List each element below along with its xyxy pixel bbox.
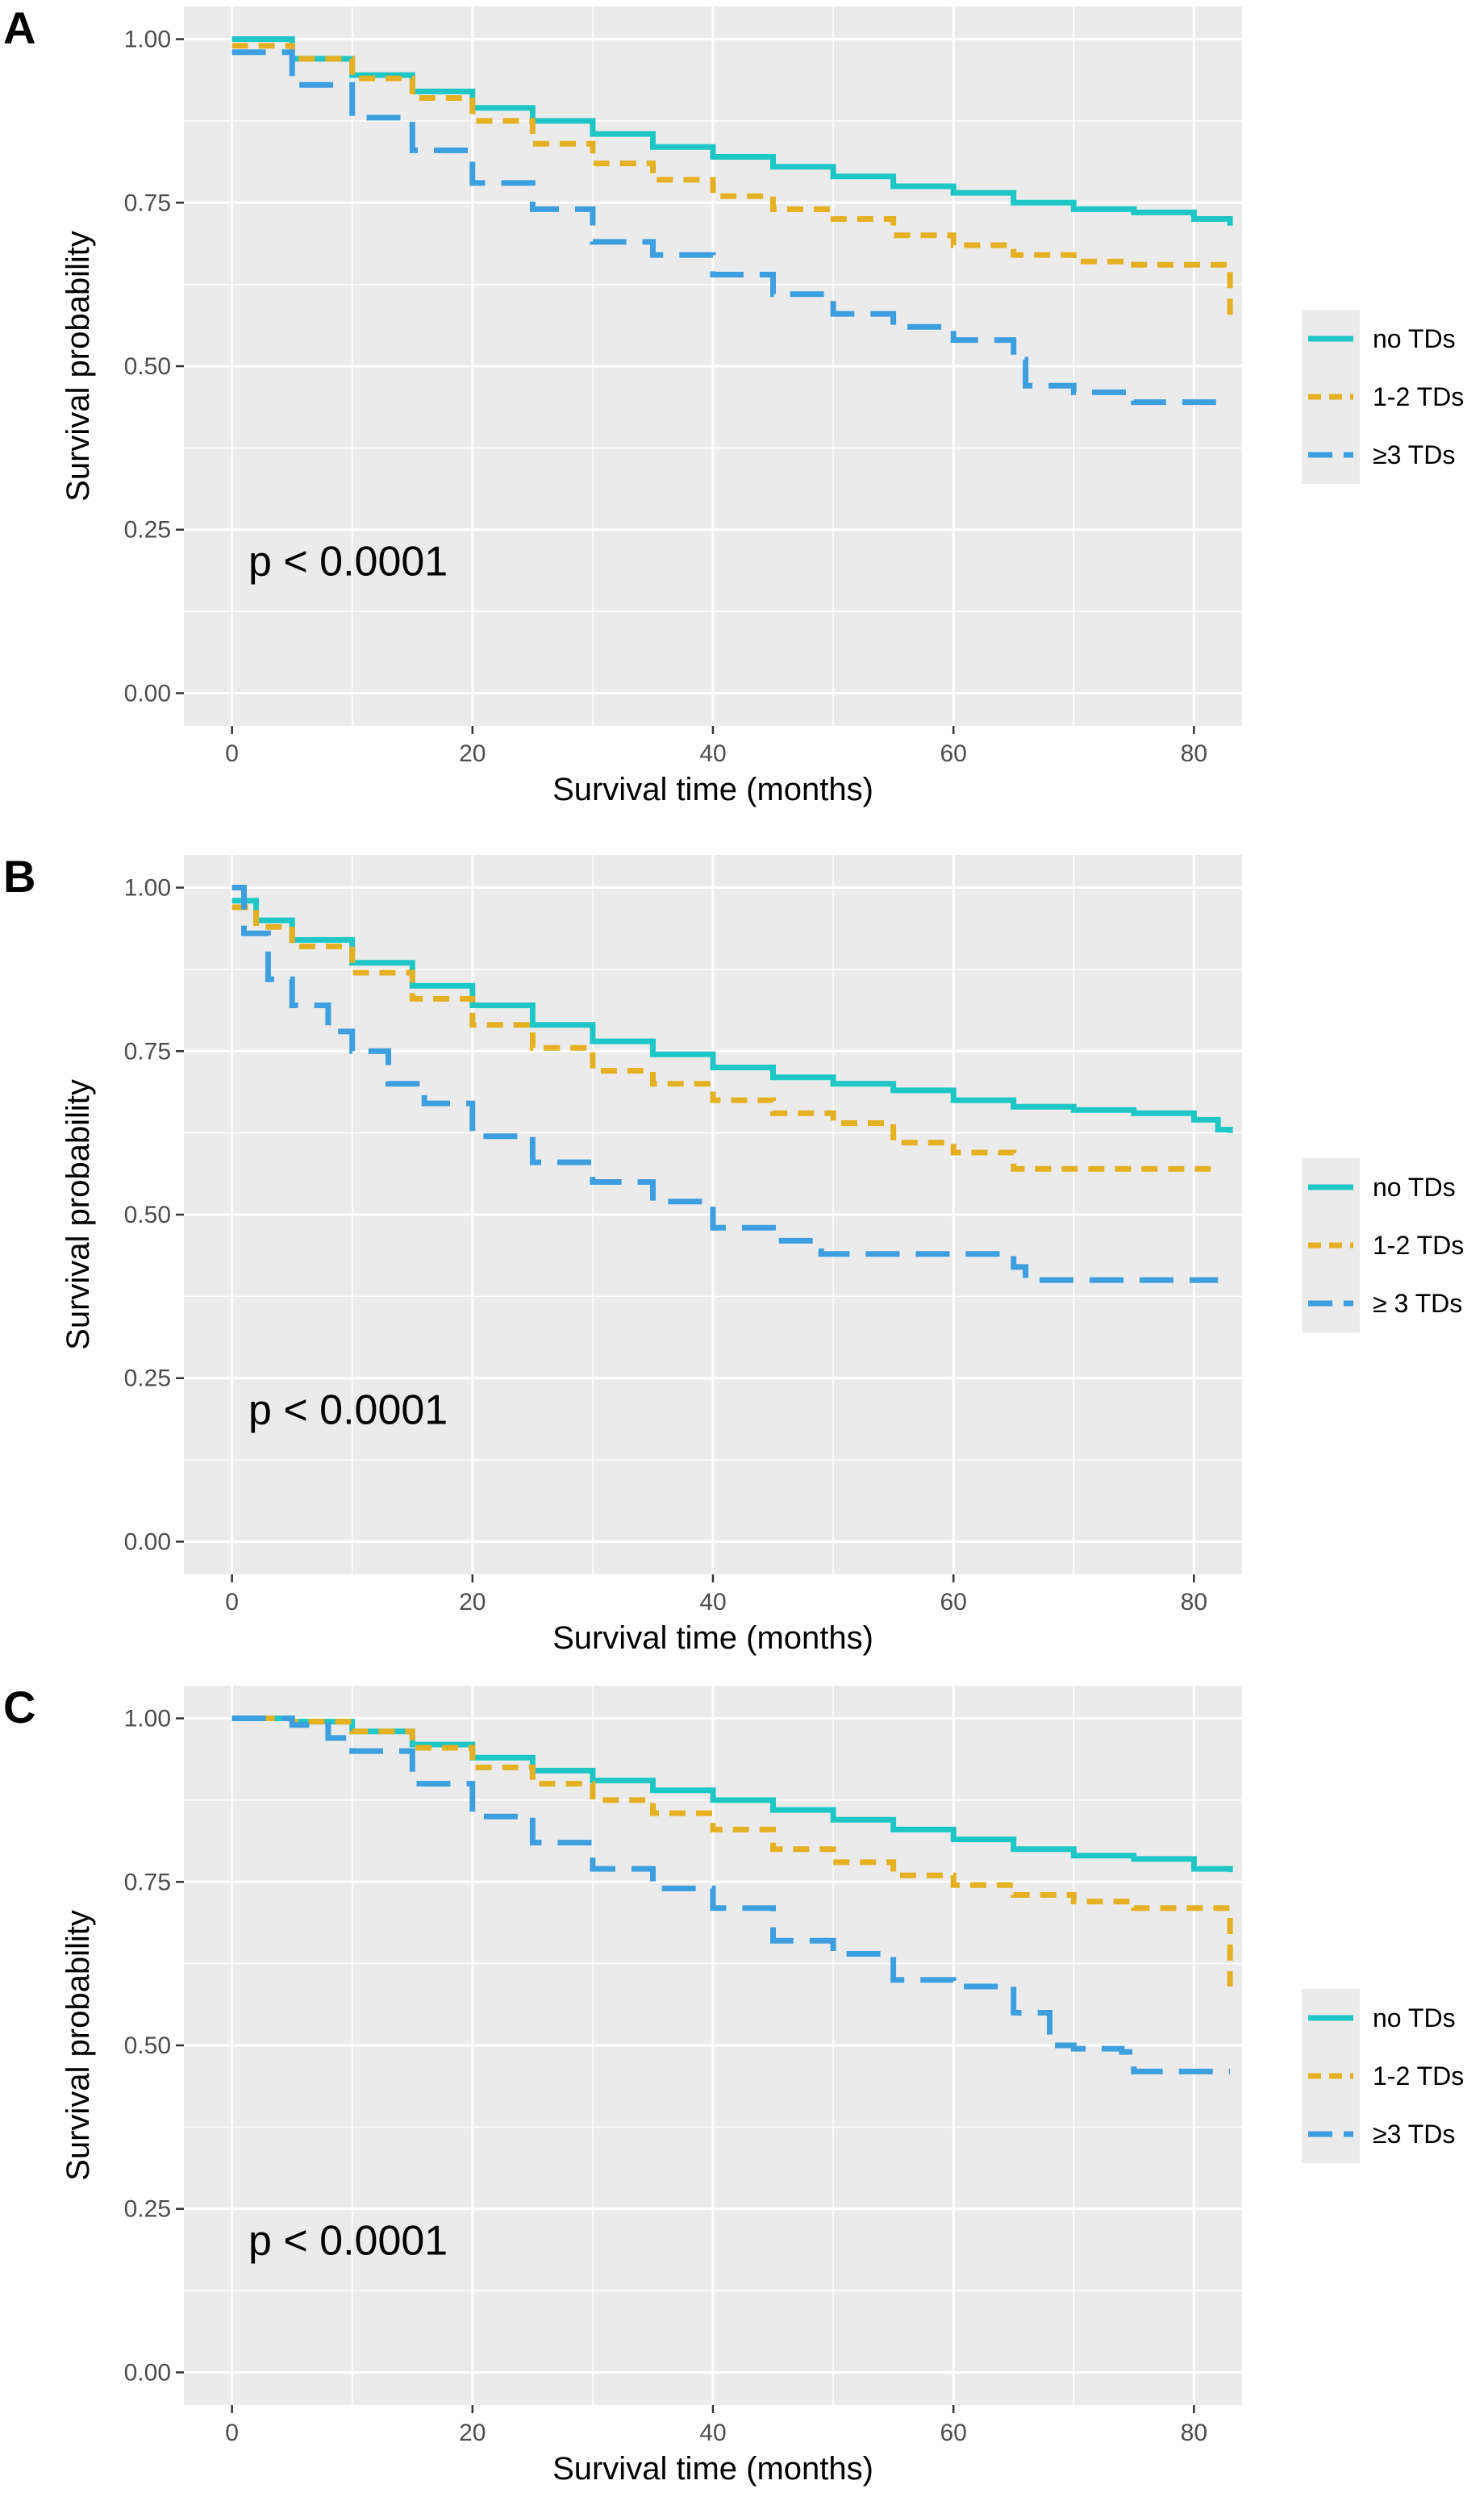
- x-tick-label: 20: [459, 740, 486, 767]
- legend-label-1: no TDs: [1373, 324, 1456, 353]
- x-axis-title: Survival time (months): [552, 1620, 873, 1656]
- panel-label: C: [3, 1682, 35, 1732]
- y-tick-label: 0.25: [124, 1365, 171, 1392]
- y-tick-label: 0.50: [124, 1202, 171, 1228]
- y-tick-label: 1.00: [124, 875, 171, 902]
- legend-label-2: 1-2 TDs: [1373, 2062, 1464, 2091]
- panel-a: 0 20 40 60 80 0.00 0.25 0.50 0.75 1.00 p < 0.0001 S…: [0, 0, 1484, 839]
- y-tick-label: 0.50: [124, 2032, 171, 2059]
- x-tick-label: 0: [225, 2420, 239, 2446]
- chart-c: 0 20 40 60 80 0.00 0.25 0.50 0.75 1.00 p < 0.0001 S…: [3, 1682, 1464, 2487]
- x-tick-label: 0: [225, 740, 239, 767]
- panel-label: B: [3, 851, 35, 902]
- survival-curve-1: [231, 898, 1233, 1133]
- legend-label-2: 1-2 TDs: [1373, 1231, 1464, 1260]
- legend-label-3: ≥ 3 TDs: [1373, 1289, 1462, 1318]
- panel-b: 0 20 40 60 80 0.00 0.25 0.50 0.75 1.00 p < 0.0001 S…: [0, 848, 1484, 1687]
- x-tick-label: 20: [459, 2420, 486, 2446]
- y-tick-label: 0.25: [124, 2196, 171, 2223]
- chart-a: 0 20 40 60 80 0.00 0.25 0.50 0.75 1.00 p < 0.0001 S…: [3, 2, 1464, 807]
- y-tick-label: 0.75: [124, 1038, 171, 1065]
- y-tick-label: 0.75: [124, 190, 171, 216]
- y-tick-label: 0.75: [124, 1869, 171, 1895]
- x-tick-label: 60: [940, 1589, 966, 1615]
- survival-curve-3: [231, 885, 1219, 1283]
- survival-curve-3: [231, 49, 1231, 406]
- y-tick-label: 1.00: [124, 27, 171, 53]
- y-tick-label: 0.00: [124, 1528, 171, 1555]
- y-axis-title: Survival probability: [60, 231, 96, 502]
- legend-label-3: ≥3 TDs: [1373, 2120, 1455, 2149]
- x-tick-label: 80: [1181, 2420, 1207, 2446]
- panel-c: 0 20 40 60 80 0.00 0.25 0.50 0.75 1.00 p < 0.0001 S…: [0, 1679, 1484, 2518]
- x-tick-label: 60: [940, 740, 966, 767]
- x-tick-label: 40: [699, 2420, 726, 2446]
- x-tick-label: 60: [940, 2420, 966, 2446]
- x-tick-label: 80: [1181, 740, 1207, 767]
- y-tick-label: 1.00: [124, 1706, 171, 1732]
- x-tick-label: 80: [1181, 1589, 1207, 1615]
- x-tick-label: 40: [699, 740, 726, 767]
- x-axis-title: Survival time (months): [552, 772, 873, 807]
- survival-curve-2: [231, 43, 1233, 318]
- y-tick-label: 0.25: [124, 517, 171, 544]
- legend-label-1: no TDs: [1373, 2003, 1456, 2032]
- legend-label-1: no TDs: [1373, 1173, 1456, 1202]
- panel-label: A: [3, 2, 35, 53]
- y-tick-label: 0.50: [124, 353, 171, 380]
- x-tick-label: 20: [459, 1589, 486, 1615]
- y-axis-title: Survival probability: [60, 1910, 96, 2181]
- survival-curve-2: [231, 1715, 1233, 1986]
- p-value-label: p < 0.0001: [248, 2217, 448, 2264]
- y-axis-title: Survival probability: [60, 1079, 96, 1350]
- legend-label-2: 1-2 TDs: [1373, 382, 1464, 411]
- x-axis-title: Survival time (months): [552, 2451, 873, 2487]
- x-tick-label: 0: [225, 1589, 239, 1615]
- x-tick-label: 40: [699, 1589, 726, 1615]
- chart-b: 0 20 40 60 80 0.00 0.25 0.50 0.75 1.00 p < 0.0001 S…: [3, 851, 1464, 1656]
- survival-curve-2: [231, 904, 1219, 1172]
- survival-curve-3: [231, 1715, 1231, 2074]
- p-value-label: p < 0.0001: [248, 538, 448, 585]
- y-tick-label: 0.00: [124, 2359, 171, 2386]
- legend-label-3: ≥3 TDs: [1373, 440, 1455, 469]
- p-value-label: p < 0.0001: [248, 1386, 448, 1433]
- y-tick-label: 0.00: [124, 680, 171, 707]
